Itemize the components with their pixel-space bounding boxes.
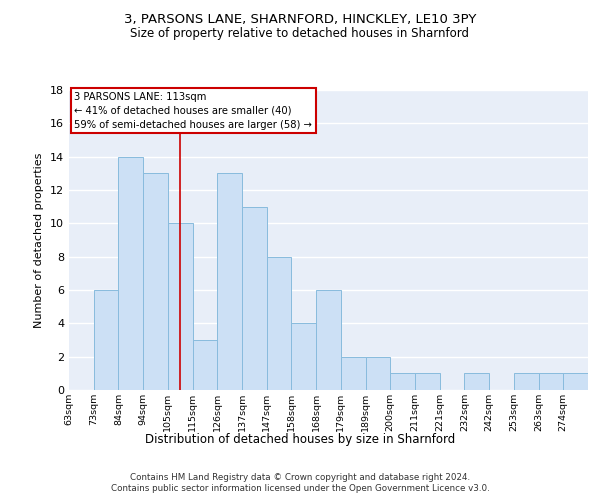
Text: 3 PARSONS LANE: 113sqm
← 41% of detached houses are smaller (40)
59% of semi-det: 3 PARSONS LANE: 113sqm ← 41% of detached… xyxy=(74,92,312,130)
Bar xyxy=(242,206,267,390)
Bar xyxy=(292,324,316,390)
Text: Size of property relative to detached houses in Sharnford: Size of property relative to detached ho… xyxy=(131,28,470,40)
Bar xyxy=(539,374,563,390)
Text: Distribution of detached houses by size in Sharnford: Distribution of detached houses by size … xyxy=(145,432,455,446)
Bar xyxy=(118,156,143,390)
Text: Contains public sector information licensed under the Open Government Licence v3: Contains public sector information licen… xyxy=(110,484,490,493)
Bar xyxy=(514,374,539,390)
Bar xyxy=(563,374,588,390)
Bar xyxy=(94,290,118,390)
Bar xyxy=(415,374,440,390)
Bar xyxy=(193,340,217,390)
Bar xyxy=(316,290,341,390)
Bar xyxy=(390,374,415,390)
Bar xyxy=(267,256,292,390)
Bar xyxy=(341,356,365,390)
Text: 3, PARSONS LANE, SHARNFORD, HINCKLEY, LE10 3PY: 3, PARSONS LANE, SHARNFORD, HINCKLEY, LE… xyxy=(124,12,476,26)
Y-axis label: Number of detached properties: Number of detached properties xyxy=(34,152,44,328)
Bar xyxy=(168,224,193,390)
Bar xyxy=(365,356,390,390)
Bar xyxy=(464,374,489,390)
Bar xyxy=(217,174,242,390)
Bar xyxy=(143,174,168,390)
Text: Contains HM Land Registry data © Crown copyright and database right 2024.: Contains HM Land Registry data © Crown c… xyxy=(130,472,470,482)
